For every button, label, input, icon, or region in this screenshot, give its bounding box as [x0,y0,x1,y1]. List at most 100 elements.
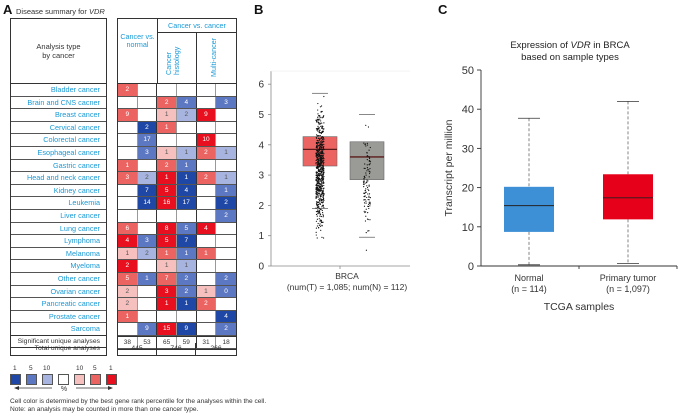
heatmap-cell[interactable]: 0 [216,285,236,298]
heatmap-cell[interactable] [118,323,138,335]
heatmap-cell[interactable]: 5 [176,222,197,235]
cancer-type-label[interactable]: Esophageal cancer [11,147,106,160]
heatmap-cell[interactable]: 17 [137,134,158,146]
heatmap-cell[interactable] [177,209,197,222]
heatmap-cell[interactable]: 1 [176,260,197,272]
heatmap-cell[interactable]: 1 [157,247,177,260]
heatmap-cell[interactable]: 1 [216,172,236,184]
heatmap-cell[interactable]: 2 [196,146,217,159]
heatmap-cell[interactable]: 2 [196,172,217,184]
heatmap-cell[interactable] [138,260,158,272]
heatmap-cell[interactable]: 4 [196,222,217,235]
heatmap-cell[interactable]: 4 [176,96,197,109]
cancer-type-label[interactable]: Colorectal cancer [11,134,106,147]
cancer-type-label[interactable]: Cervical cancer [11,122,106,135]
heatmap-cell[interactable]: 2 [216,209,236,222]
heatmap-cell[interactable] [157,310,177,323]
heatmap-cell[interactable] [216,84,236,96]
heatmap-cell[interactable] [197,197,217,209]
heatmap-cell[interactable]: 1 [137,272,158,285]
cancer-type-label[interactable]: Myeloma [11,260,106,273]
heatmap-cell[interactable] [157,134,177,146]
heatmap-cell[interactable] [138,310,158,323]
heatmap-cell[interactable] [118,134,138,146]
heatmap-cell[interactable] [216,260,236,272]
heatmap-cell[interactable]: 4 [176,184,197,197]
heatmap-cell[interactable]: 1 [176,247,197,260]
heatmap-cell[interactable]: 3 [118,172,138,184]
cancer-type-label[interactable]: Brain and CNS cacner [11,97,106,110]
heatmap-cell[interactable]: 9 [137,323,158,335]
heatmap-cell[interactable] [197,184,217,197]
heatmap-cell[interactable] [216,109,236,121]
heatmap-cell[interactable]: 5 [157,235,177,247]
heatmap-cell[interactable]: 1 [157,109,177,121]
heatmap-cell[interactable] [177,134,197,146]
cancer-type-label[interactable]: Lymphoma [11,235,106,248]
heatmap-cell[interactable] [138,84,158,96]
heatmap-cell[interactable]: 10 [196,134,217,146]
heatmap-cell[interactable]: 17 [176,197,197,209]
heatmap-cell[interactable]: 1 [118,159,138,172]
heatmap-cell[interactable]: 1 [176,146,197,159]
heatmap-cell[interactable]: 1 [196,247,217,260]
heatmap-cell[interactable] [118,209,138,222]
heatmap-cell[interactable]: 15 [157,323,177,335]
heatmap-cell[interactable] [197,96,217,109]
heatmap-cell[interactable]: 2 [157,96,177,109]
heatmap-cell[interactable] [118,121,138,134]
heatmap-cell[interactable] [138,109,158,121]
heatmap-cell[interactable]: 2 [137,247,158,260]
heatmap-cell[interactable]: 7 [137,184,158,197]
heatmap-cell[interactable] [118,96,138,109]
heatmap-cell[interactable]: 14 [137,197,158,209]
heatmap-cell[interactable]: 3 [157,285,177,298]
heatmap-cell[interactable] [177,310,197,323]
heatmap-cell[interactable]: 6 [118,222,138,235]
heatmap-cell[interactable]: 3 [216,96,236,109]
cancer-type-label[interactable]: Bladder cancer [11,84,106,97]
cancer-type-label[interactable]: Melanoma [11,248,106,261]
heatmap-cell[interactable]: 16 [157,197,177,209]
heatmap-cell[interactable] [216,122,236,134]
heatmap-cell[interactable]: 9 [196,109,217,121]
heatmap-cell[interactable] [197,209,217,222]
heatmap-cell[interactable]: 2 [176,109,197,121]
cancer-type-label[interactable]: Head and neck cancer [11,172,106,185]
heatmap-cell[interactable] [138,285,158,298]
heatmap-cell[interactable] [138,209,158,222]
heatmap-cell[interactable]: 1 [216,146,236,159]
cancer-type-label[interactable]: Liver cancer [11,210,106,223]
heatmap-cell[interactable] [138,96,158,109]
heatmap-cell[interactable]: 3 [137,146,158,159]
heatmap-cell[interactable]: 8 [157,222,177,235]
cancer-type-label[interactable]: Lung cancer [11,223,106,236]
heatmap-cell[interactable]: 3 [137,235,158,247]
heatmap-cell[interactable] [138,222,158,235]
heatmap-cell[interactable]: 1 [157,298,177,310]
heatmap-cell[interactable]: 1 [216,184,236,197]
heatmap-cell[interactable]: 2 [216,323,236,335]
heatmap-cell[interactable]: 1 [157,121,177,134]
heatmap-cell[interactable] [197,84,217,96]
cancer-type-label[interactable]: Prostate cancer [11,311,106,324]
heatmap-cell[interactable]: 2 [137,172,158,184]
heatmap-cell[interactable]: 2 [118,298,138,310]
heatmap-cell[interactable]: 2 [216,272,236,285]
heatmap-cell[interactable]: 7 [176,235,197,247]
heatmap-cell[interactable]: 1 [176,159,197,172]
cancer-type-label[interactable]: Kidney cancer [11,185,106,198]
heatmap-cell[interactable] [138,298,158,310]
heatmap-cell[interactable]: 1 [118,247,138,260]
heatmap-cell[interactable] [197,260,217,272]
heatmap-cell[interactable]: 1 [118,310,138,323]
heatmap-cell[interactable]: 4 [216,310,236,323]
heatmap-cell[interactable]: 2 [118,84,138,96]
heatmap-cell[interactable] [216,235,236,247]
cancer-type-label[interactable]: Ovarian cancer [11,286,106,299]
cancer-type-label[interactable]: Leukemia [11,197,106,210]
heatmap-cell[interactable] [118,184,138,197]
heatmap-cell[interactable]: 2 [118,285,138,298]
heatmap-cell[interactable]: 1 [157,146,177,159]
cancer-type-label[interactable]: Other cancer [11,273,106,286]
